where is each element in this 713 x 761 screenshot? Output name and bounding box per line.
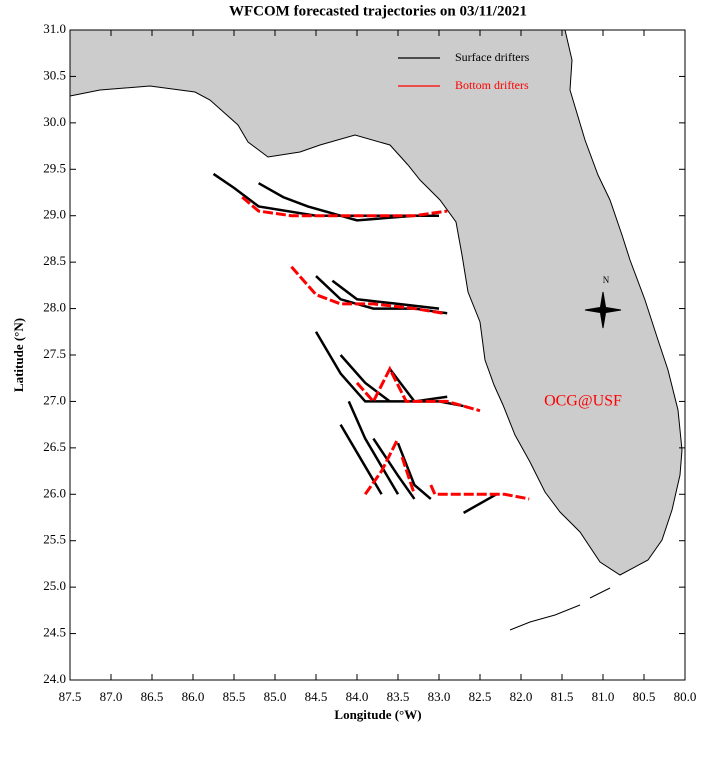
y-tick-label: 29.0: [43, 207, 66, 222]
trajectory: [400, 456, 416, 495]
chart-title: WFCOM forecasted trajectories on 03/11/2…: [229, 3, 527, 19]
trajectory: [241, 195, 448, 218]
y-tick-label: 25.5: [43, 532, 66, 547]
y-tick-label: 31.0: [43, 21, 66, 36]
trajectory: [462, 493, 498, 514]
y-tick-label: 30.5: [43, 67, 66, 82]
x-tick-label: 87.0: [100, 689, 123, 704]
trajectory: [372, 437, 416, 500]
legend-label: Bottom drifters: [455, 78, 529, 92]
trajectory: [212, 172, 439, 217]
trajectory: [290, 265, 444, 315]
x-tick-label: 85.0: [264, 689, 287, 704]
trajectory: [355, 365, 481, 413]
x-tick-label: 82.5: [469, 689, 492, 704]
keys: [509, 587, 611, 631]
y-axis-label: Latitude (°N): [11, 318, 26, 392]
y-tick-label: 27.5: [43, 346, 66, 361]
x-axis-label: Longitude (°W): [334, 707, 421, 722]
x-tick-label: 84.0: [346, 689, 369, 704]
trajectory: [257, 182, 415, 222]
x-tick-label: 83.0: [428, 689, 451, 704]
x-tick-label: 87.5: [59, 689, 82, 704]
y-tick-label: 27.0: [43, 392, 66, 407]
compass: [584, 291, 622, 329]
y-tick-label: 24.5: [43, 625, 66, 640]
y-tick-label: 25.0: [43, 578, 66, 593]
x-tick-label: 81.0: [592, 689, 615, 704]
x-tick-label: 86.0: [182, 689, 205, 704]
trajectory: [339, 424, 383, 495]
x-tick-label: 86.5: [141, 689, 164, 704]
trajectory: [429, 484, 530, 501]
land: [69, 29, 683, 576]
trajectory: [363, 437, 400, 496]
y-tick-label: 28.0: [43, 300, 66, 315]
x-tick-label: 81.5: [551, 689, 574, 704]
x-tick-label: 85.5: [223, 689, 246, 704]
y-tick-label: 28.5: [43, 253, 66, 268]
y-tick-label: 26.5: [43, 439, 66, 454]
compass-label: N: [603, 275, 610, 285]
x-tick-label: 84.5: [305, 689, 328, 704]
x-tick-label: 80.0: [674, 689, 697, 704]
x-tick-label: 82.0: [510, 689, 533, 704]
x-tick-label: 80.5: [633, 689, 656, 704]
y-tick-label: 24.0: [43, 671, 66, 686]
y-tick-label: 29.5: [43, 160, 66, 175]
y-tick-label: 30.0: [43, 114, 66, 129]
x-tick-label: 83.5: [387, 689, 410, 704]
annotation: OCG@USF: [544, 393, 622, 410]
trajectory: [339, 354, 391, 403]
legend-label: Surface drifters: [455, 50, 530, 64]
trajectory: [347, 400, 400, 495]
y-tick-label: 26.0: [43, 485, 66, 500]
trajectory: [331, 279, 440, 310]
